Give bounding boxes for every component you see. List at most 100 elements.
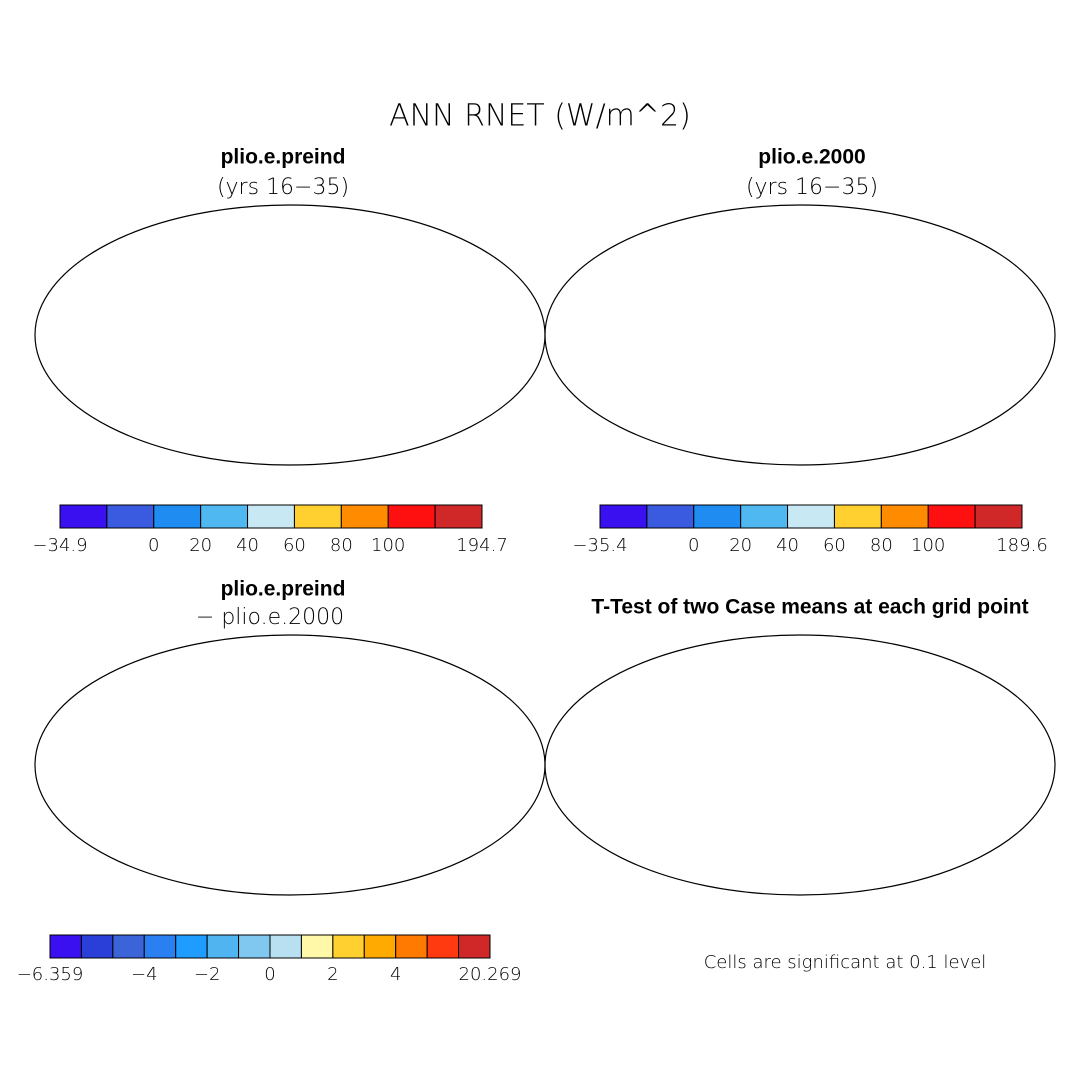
colorbar-label: −34.9 — [32, 535, 87, 556]
colorbar-label: 0 — [148, 535, 159, 556]
colorbar-label: 2 — [327, 964, 338, 985]
colorbar-label: −2 — [194, 964, 221, 985]
colorbar-box — [293, 504, 342, 529]
colorbar-box — [269, 934, 302, 959]
colorbar-box — [833, 504, 882, 529]
colorbar-label: 20.269 — [459, 964, 522, 985]
colorbar-box — [395, 934, 428, 959]
colorbar-label: 100 — [911, 535, 945, 556]
colorbar-label: 60 — [823, 535, 846, 556]
colorbar-box — [112, 934, 145, 959]
map — [50, 207, 530, 470]
land — [75, 650, 195, 755]
land — [245, 720, 350, 830]
panel-subtitle: (yrs 16−35) — [217, 175, 349, 200]
figure-title: ANN RNET (W/m^2) — [389, 99, 691, 134]
panel-note: Cells are significant at 0.1 level — [704, 952, 987, 973]
colorbar-box — [300, 934, 334, 959]
land — [755, 720, 860, 830]
land — [270, 230, 480, 335]
land — [230, 207, 260, 235]
colorbar-box — [106, 504, 155, 529]
colorbar-box — [599, 504, 648, 529]
colorbar-box — [153, 504, 202, 529]
panel-title: plio.e.preind — [221, 146, 346, 169]
colorbar-label: 20 — [189, 535, 212, 556]
colorbar-box — [426, 934, 460, 959]
land — [655, 755, 720, 865]
colorbar-label: −35.4 — [572, 535, 627, 556]
land — [585, 650, 705, 755]
land — [270, 660, 480, 765]
map — [560, 637, 1040, 900]
colorbar-box — [332, 934, 365, 959]
colorbar-label: 40 — [236, 535, 259, 556]
map-frame — [544, 204, 1056, 466]
map — [50, 637, 530, 900]
colorbar-label: 20 — [729, 535, 752, 556]
land — [230, 637, 260, 665]
antarctica — [560, 875, 1040, 900]
panel-title: plio.e.preind — [221, 578, 346, 601]
colorbar-box — [175, 934, 208, 959]
colorbar-label: 80 — [870, 535, 893, 556]
colorbar-box — [247, 504, 295, 529]
antarctica — [50, 445, 530, 470]
colorbar-box — [340, 504, 389, 529]
land — [920, 770, 965, 790]
colorbar-box — [693, 504, 742, 529]
colorbar-box — [458, 934, 491, 959]
antarctica — [50, 875, 530, 900]
colorbar-label: 100 — [371, 535, 405, 556]
panel-title: T-Test of two Case means at each grid po… — [591, 596, 1028, 619]
colorbar-box — [80, 934, 114, 959]
colorbar-label: −6.359 — [17, 964, 84, 985]
colorbar-box — [387, 504, 436, 529]
land — [655, 325, 720, 435]
land — [780, 230, 990, 335]
colorbar-box — [200, 504, 249, 529]
colorbar-box — [646, 504, 695, 529]
colorbar-box — [434, 504, 483, 529]
land — [755, 290, 860, 400]
colorbar-box — [238, 934, 271, 959]
land — [145, 755, 210, 865]
map-frame — [34, 204, 546, 466]
colorbar-box — [740, 504, 789, 529]
map-frame — [544, 634, 1056, 896]
land — [410, 340, 455, 360]
colorbar-box — [59, 504, 108, 529]
colorbar-label: 4 — [390, 964, 401, 985]
colorbar-label: 189.6 — [996, 535, 1048, 556]
colorbar-box — [974, 504, 1023, 529]
colorbar-label: 40 — [776, 535, 799, 556]
panel-subtitle: − plio.e.2000 — [196, 605, 344, 630]
colorbar-box — [143, 934, 177, 959]
land — [740, 207, 770, 235]
map — [560, 207, 1040, 470]
colorbar-box — [880, 504, 929, 529]
colorbar-label: 60 — [283, 535, 306, 556]
colorbar-label: 194.7 — [456, 535, 508, 556]
colorbar-label: 0 — [688, 535, 699, 556]
colorbar-box — [787, 504, 835, 529]
colorbar-box — [49, 934, 82, 959]
land — [920, 340, 965, 360]
land — [145, 325, 210, 435]
map-frame — [34, 634, 546, 896]
colorbar-label: 0 — [264, 964, 275, 985]
land — [740, 637, 770, 665]
panel-subtitle: (yrs 16−35) — [746, 175, 878, 200]
land — [75, 220, 195, 325]
antarctica — [560, 445, 1040, 470]
land — [940, 795, 1000, 845]
land — [940, 365, 1000, 415]
colorbar-box — [927, 504, 976, 529]
land — [780, 660, 990, 765]
colorbar-box — [206, 934, 240, 959]
land — [430, 365, 490, 415]
colorbar-label: −4 — [131, 964, 158, 985]
panel-title: plio.e.2000 — [758, 146, 865, 169]
colorbar-box — [363, 934, 397, 959]
